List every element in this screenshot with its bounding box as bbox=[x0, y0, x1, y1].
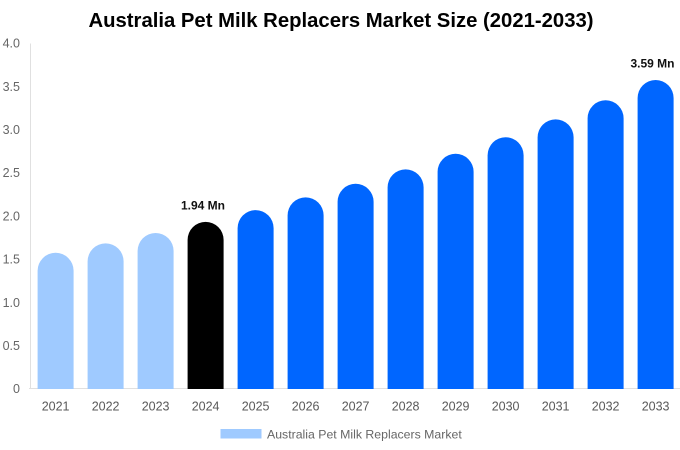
svg-text:2023: 2023 bbox=[142, 400, 170, 414]
svg-text:0.5: 0.5 bbox=[3, 339, 20, 353]
svg-text:2032: 2032 bbox=[592, 400, 620, 414]
svg-text:2033: 2033 bbox=[642, 400, 670, 414]
svg-text:1.94 Mn: 1.94 Mn bbox=[181, 199, 225, 213]
svg-text:2021: 2021 bbox=[42, 400, 70, 414]
svg-text:3.5: 3.5 bbox=[3, 80, 20, 94]
svg-text:3.0: 3.0 bbox=[3, 123, 20, 137]
svg-text:2029: 2029 bbox=[442, 400, 470, 414]
svg-text:3.59 Mn: 3.59 Mn bbox=[630, 57, 674, 71]
svg-text:0: 0 bbox=[13, 382, 20, 396]
svg-text:2031: 2031 bbox=[542, 400, 570, 414]
svg-text:1.0: 1.0 bbox=[3, 296, 20, 310]
svg-text:Australia Pet Milk Replacers M: Australia Pet Milk Replacers Market bbox=[267, 427, 462, 441]
svg-text:2022: 2022 bbox=[92, 400, 120, 414]
svg-text:Australia Pet Milk Replacers M: Australia Pet Milk Replacers Market Size… bbox=[88, 10, 593, 32]
svg-text:2028: 2028 bbox=[392, 400, 420, 414]
svg-text:2024: 2024 bbox=[192, 400, 220, 414]
svg-text:2025: 2025 bbox=[242, 400, 270, 414]
svg-text:2026: 2026 bbox=[292, 400, 320, 414]
svg-text:1.5: 1.5 bbox=[3, 253, 20, 267]
svg-text:2.5: 2.5 bbox=[3, 166, 20, 180]
svg-text:2.0: 2.0 bbox=[3, 209, 20, 223]
svg-text:2027: 2027 bbox=[342, 400, 370, 414]
svg-text:2030: 2030 bbox=[492, 400, 520, 414]
svg-text:4.0: 4.0 bbox=[3, 37, 20, 51]
